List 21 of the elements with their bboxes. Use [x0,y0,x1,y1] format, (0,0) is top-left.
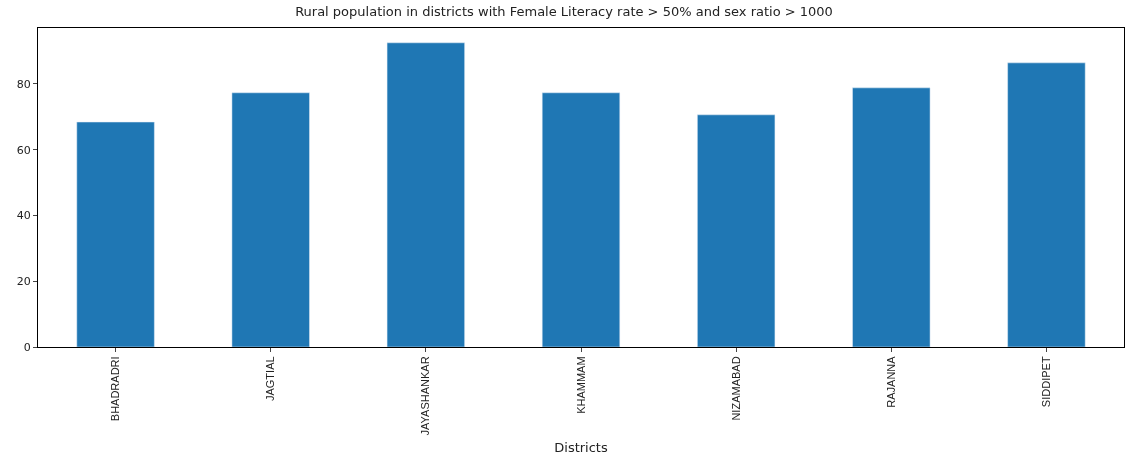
bar [231,92,310,347]
y-tick-label: 40 [16,209,31,223]
x-tick-label: JAGTIAL [264,356,277,402]
x-tick-label: NIZAMABAD [729,356,742,421]
x-tick-label: SIDDIPET [1040,356,1053,408]
y-tick-label: 60 [16,143,31,157]
x-tick-label: KHAMMAM [574,356,587,414]
y-tick-label: 0 [23,340,31,354]
x-tick-label: RAJANNA [884,355,897,408]
chart-title: Rural population in districts with Female Literacy rate > 50% and sex ratio > 1000 [295,4,833,20]
bar [697,114,776,347]
y-tick-label: 80 [16,77,31,91]
y-tick-label: 20 [16,275,31,289]
bar [1007,62,1086,347]
bar [386,42,465,347]
bar [541,92,621,347]
bar [76,121,155,347]
x-tick-label: BHADRADRI [109,356,122,422]
x-tick-label: JAYASHANKAR [419,356,432,436]
x-axis-title: Districts [554,440,608,456]
bar [852,87,931,347]
